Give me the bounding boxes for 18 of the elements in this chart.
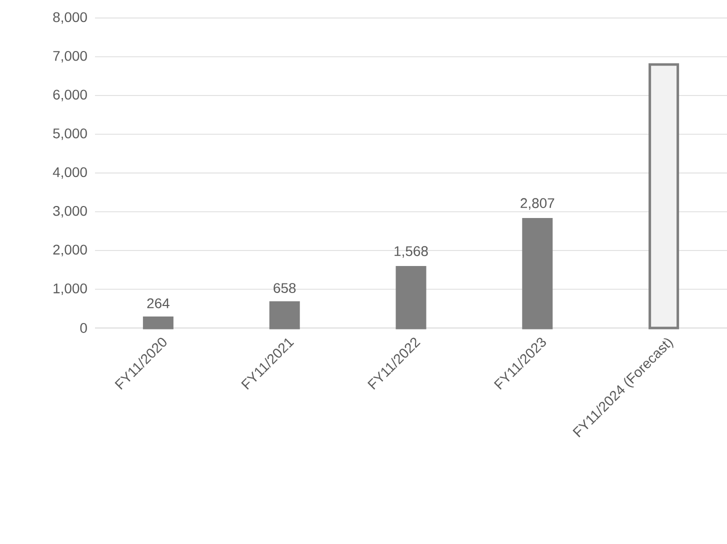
bar (522, 218, 553, 330)
bar (269, 301, 300, 330)
bar (142, 316, 174, 330)
y-tick-label: 6,000 (53, 90, 87, 102)
y-tick-label: 3,000 (53, 206, 87, 218)
y-tick-label: 5,000 (53, 128, 87, 140)
y-tick-label: 8,000 (53, 12, 87, 24)
bar (648, 63, 680, 330)
y-tick-label: 2,000 (53, 244, 87, 256)
data-label: 1,568 (394, 246, 428, 258)
y-tick-label: 7,000 (53, 50, 87, 63)
bar (396, 266, 426, 330)
y-tick-label: 1,000 (54, 283, 87, 296)
y-tick-label: 0 (80, 323, 87, 333)
data-label: 658 (274, 283, 296, 293)
y-tick-label: 4,000 (52, 167, 87, 179)
data-label: 264 (147, 298, 170, 308)
data-label: 2,807 (520, 198, 554, 210)
